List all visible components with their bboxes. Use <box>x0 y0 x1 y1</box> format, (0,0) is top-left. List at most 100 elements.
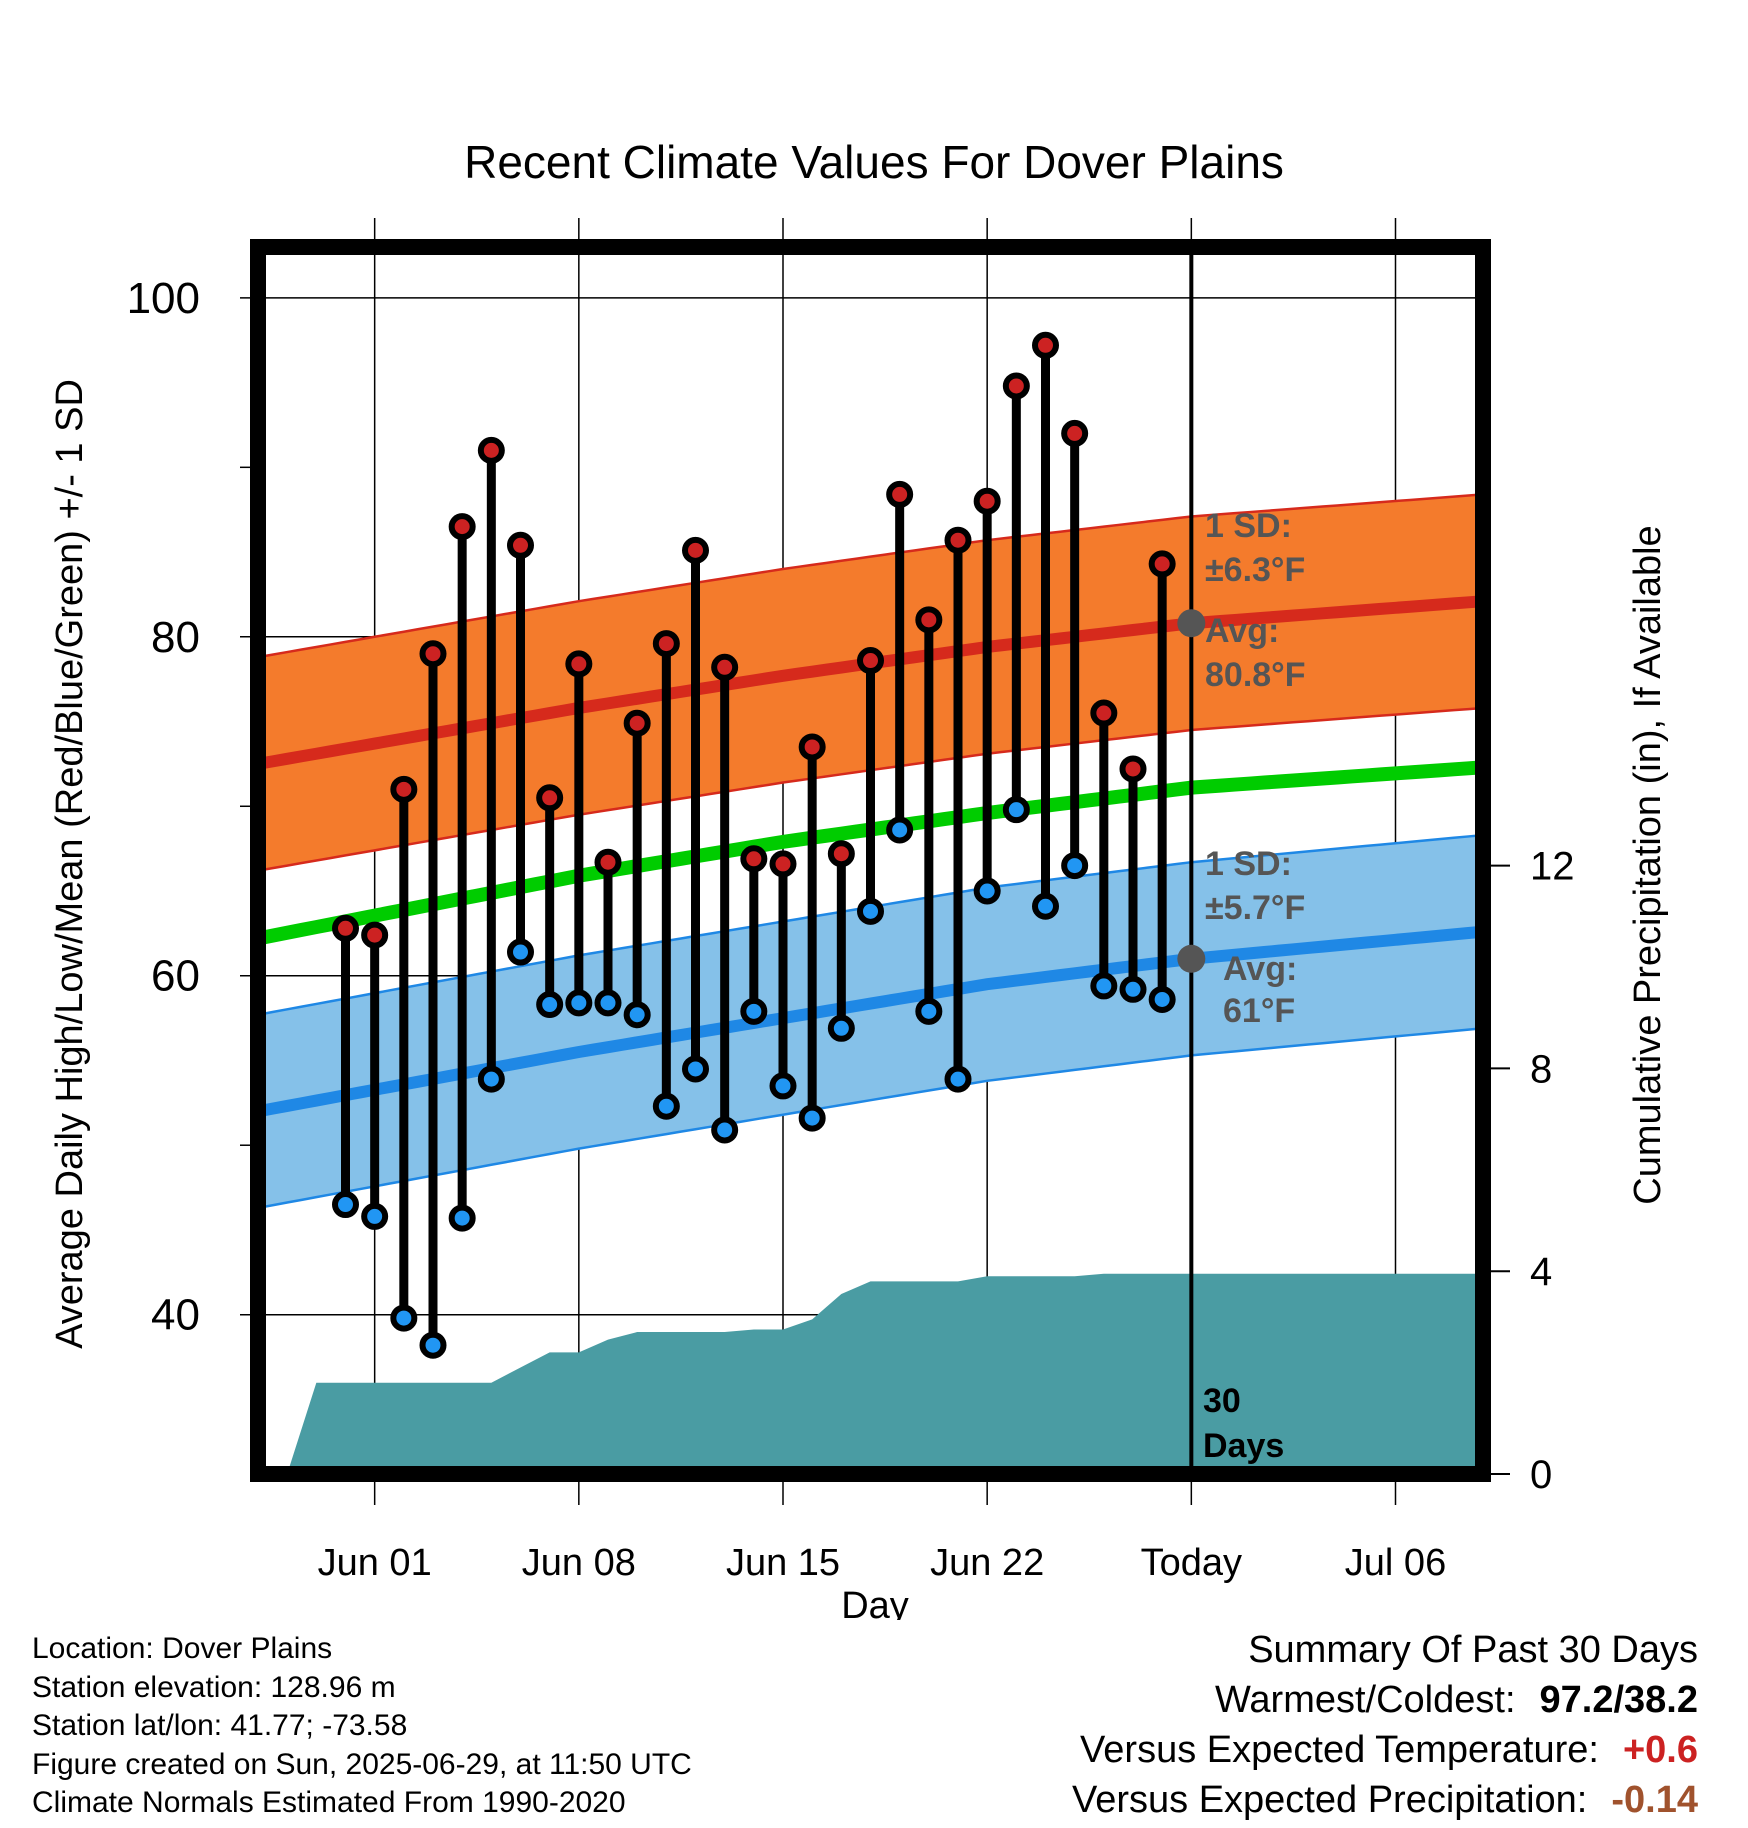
precipitation-departure-value: -0.14 <box>1611 1779 1698 1821</box>
precipitation-area <box>287 1273 1483 1474</box>
daily-low-point <box>448 1204 476 1232</box>
station-info: Location: Dover Plains Station elevation… <box>32 1630 692 1823</box>
daily-high-point <box>390 775 418 803</box>
daily-low-point <box>740 997 768 1025</box>
daily-high-point <box>711 653 739 681</box>
x-tick-label: Jun 08 <box>522 1542 636 1584</box>
daily-low-point <box>477 1065 505 1093</box>
high-avg-label: Avg: <box>1205 612 1279 650</box>
daily-low-point <box>390 1304 418 1332</box>
daily-low-point <box>827 1014 855 1042</box>
y-tick-label: 80 <box>151 613 200 662</box>
daily-low-point <box>944 1065 972 1093</box>
daily-high-point <box>944 526 972 554</box>
daily-low-point <box>507 938 534 966</box>
daily-high-point <box>448 513 476 541</box>
daily-low-point <box>1119 975 1147 1003</box>
daily-high-point <box>1002 372 1030 400</box>
daily-high-point <box>594 848 622 876</box>
summary-panel: Summary Of Past 30 Days Warmest/Coldest:… <box>1072 1625 1698 1825</box>
y2-tick-label: 8 <box>1530 1047 1552 1091</box>
temperature-departure-label: Versus Expected Temperature: <box>1080 1729 1599 1771</box>
daily-low-point <box>361 1202 389 1230</box>
daily-low-point <box>1090 972 1118 1000</box>
daily-high-point <box>769 850 797 878</box>
latlon-text: Station lat/lon: 41.77; -73.58 <box>32 1709 408 1742</box>
daily-low-point <box>1032 892 1059 920</box>
low-sd-value: ±5.7°F <box>1205 889 1305 927</box>
daily-high-point <box>1061 419 1089 447</box>
daily-high-point <box>419 640 447 668</box>
x-tick-label: Jun 22 <box>930 1542 1044 1584</box>
window-days-number: 30 <box>1203 1382 1241 1420</box>
plot-frame <box>250 239 1491 1482</box>
warmest-coldest-value: 97.2/38.2 <box>1539 1679 1698 1721</box>
y-axis-label: Average Daily High/Low/Mean (Red/Blue/Gr… <box>49 379 91 1349</box>
daily-low-point <box>536 991 564 1019</box>
daily-high-point <box>827 840 855 868</box>
elevation-text: Station elevation: 128.96 m <box>32 1670 396 1704</box>
y-tick-label: 60 <box>151 952 200 1001</box>
daily-high-point <box>682 536 709 564</box>
low-sd-band <box>258 835 1483 1208</box>
x-tick-label: Today <box>1141 1542 1242 1584</box>
low-avg-value: 61°F <box>1223 992 1295 1030</box>
x-tick-label: Jun 01 <box>318 1542 432 1584</box>
daily-low-point <box>623 1001 651 1029</box>
daily-high-point <box>1090 699 1118 727</box>
y2-axis-label: Cumulative Precipitation (in), If Availa… <box>1627 525 1669 1204</box>
daily-low-point <box>682 1055 709 1083</box>
daily-high-point <box>332 914 359 942</box>
low-avg-label: Avg: <box>1223 950 1297 988</box>
high-avg-value: 80.8°F <box>1205 656 1306 694</box>
warmest-coldest-label: Warmest/Coldest: <box>1214 1679 1516 1721</box>
daily-low-point <box>857 897 884 925</box>
high-sd-value: ±6.3°F <box>1205 551 1305 589</box>
summary-title: Summary Of Past 30 Days <box>1248 1629 1698 1671</box>
daily-low-point <box>886 816 914 844</box>
y2-tick-label: 12 <box>1530 845 1575 889</box>
daily-high-point <box>507 531 534 559</box>
location-text: Location: Dover Plains <box>32 1632 333 1665</box>
temperature-departure-value: +0.6 <box>1622 1729 1698 1771</box>
daily-high-point <box>886 480 914 508</box>
high-avg-marker <box>1177 609 1206 638</box>
normals-text: Climate Normals Estimated From 1990-2020 <box>32 1786 626 1819</box>
daily-high-point <box>973 487 1001 515</box>
daily-low-point <box>565 989 593 1017</box>
x-tick-label: Jun 15 <box>726 1542 840 1584</box>
climate-chart: Recent Climate Values For Dover Plains 1… <box>49 136 1669 1620</box>
daily-high-point <box>623 709 651 737</box>
daily-high-point <box>1148 550 1176 578</box>
daily-high-point <box>915 606 943 634</box>
daily-low-point <box>652 1092 680 1120</box>
y-tick-label: 40 <box>151 1291 200 1340</box>
summary-warmest-coldest: Warmest/Coldest: 97.2/38.2 <box>1072 1675 1698 1725</box>
daily-high-point <box>857 647 884 675</box>
daily-low-point <box>1148 985 1176 1013</box>
daily-low-point <box>419 1331 447 1359</box>
created-text: Figure created on Sun, 2025-06-29, at 11… <box>32 1747 692 1781</box>
daily-low-point <box>332 1191 359 1219</box>
daily-low-point <box>769 1072 797 1100</box>
daily-high-point <box>652 630 680 658</box>
plot-area: 1 SD: ±6.3°F Avg: 80.8°F 1 SD: ±5.7°F Avg: 61°F… <box>127 218 1575 1584</box>
daily-high-point <box>1032 331 1059 359</box>
daily-high-point <box>1119 755 1147 783</box>
daily-low-point <box>594 989 622 1017</box>
daily-high-point <box>361 921 389 949</box>
summary-precipitation: Versus Expected Precipitation: -0.14 <box>1072 1775 1698 1825</box>
daily-low-point <box>1002 796 1030 824</box>
daily-low-point <box>711 1116 739 1144</box>
y2-tick-label: 4 <box>1530 1250 1552 1294</box>
daily-low-point <box>973 877 1001 905</box>
x-tick-label: Jul 06 <box>1345 1542 1446 1584</box>
daily-low-point <box>798 1104 826 1132</box>
daily-high-point <box>565 650 593 678</box>
chart-title: Recent Climate Values For Dover Plains <box>464 136 1284 188</box>
high-sd-label: 1 SD: <box>1205 507 1292 545</box>
daily-low-point <box>915 997 943 1025</box>
daily-high-point <box>536 784 564 812</box>
daily-high-point <box>740 845 768 873</box>
daily-high-point <box>477 436 505 464</box>
